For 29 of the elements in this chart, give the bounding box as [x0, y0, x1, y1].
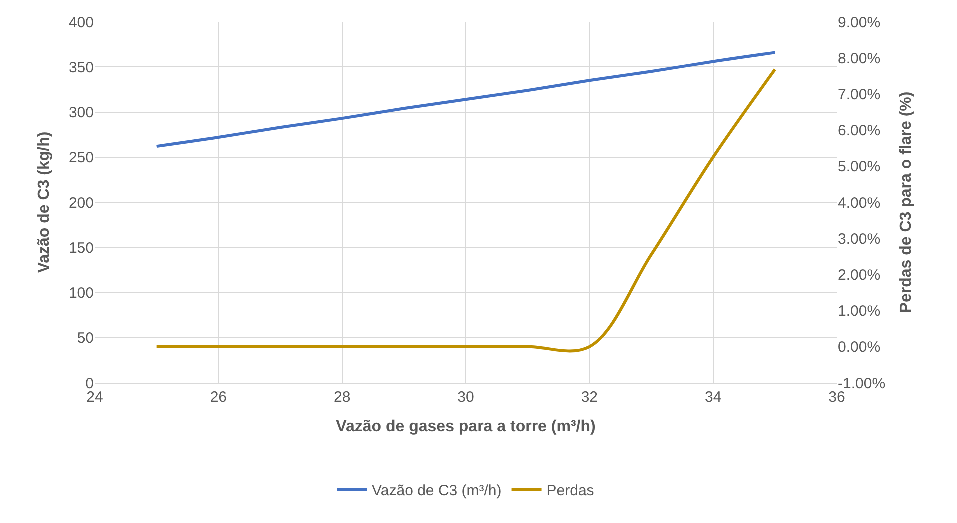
x-tick-label: 34: [704, 389, 722, 406]
y2-tick-label: 3.00%: [838, 230, 881, 248]
legend-label: Perdas: [546, 482, 594, 500]
y2-tick-label: 1.00%: [838, 303, 881, 320]
y-tick-label: 50: [77, 330, 94, 348]
x-tick-label: 28: [334, 389, 351, 406]
y-tick-label: 200: [68, 194, 94, 212]
y2-tick-label: 5.00%: [838, 158, 881, 176]
y2-tick-label: 9.00%: [838, 14, 881, 32]
y2-tick-label: 0.00%: [838, 339, 881, 356]
y2-tick-label: 6.00%: [838, 122, 881, 140]
y-tick-label: 150: [68, 240, 94, 257]
y2-tick-label: 8.00%: [838, 50, 881, 68]
y-tick-label: 100: [68, 285, 94, 302]
y-tick-label: 400: [68, 14, 94, 32]
y2-axis-title: Perdas de C3 para o flare (%): [898, 92, 916, 314]
x-tick-label: 30: [458, 389, 474, 406]
x-tick-label: 32: [581, 389, 598, 406]
y-tick-label: 300: [68, 104, 94, 122]
y-tick-label: 350: [68, 59, 94, 76]
x-axis-title: Vazão de gases para a torre (m³/h): [336, 418, 596, 436]
y2-tick-label: 7.00%: [838, 86, 881, 104]
y-tick-label: 250: [68, 150, 94, 167]
y2-tick-label: 2.00%: [838, 266, 881, 284]
x-tick-label: 26: [210, 389, 228, 406]
legend-label: Vazão de C3 (m³/h): [372, 482, 502, 500]
y-axis-title: Vazão de C3 (kg/h): [36, 132, 53, 274]
line-series: [155, 51, 777, 148]
y2-tick-label: 4.00%: [838, 194, 881, 212]
